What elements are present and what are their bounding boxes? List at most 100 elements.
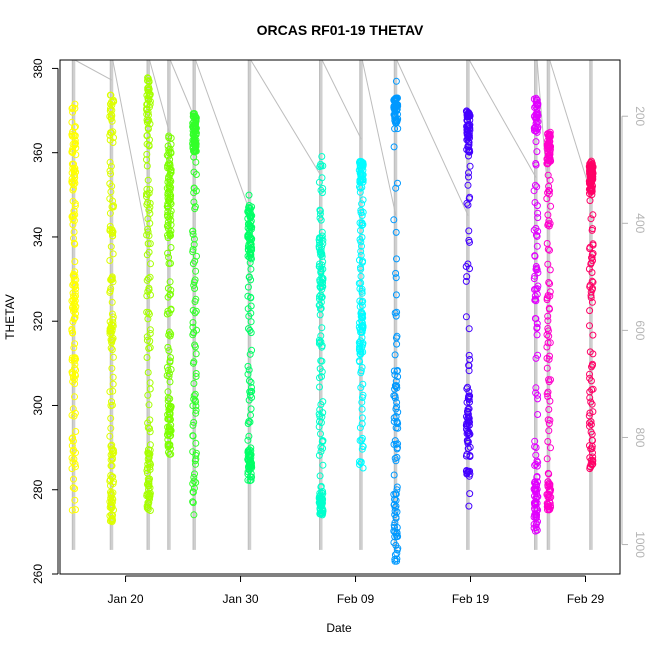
data-point — [359, 442, 367, 450]
data-point — [164, 436, 172, 444]
data-point — [68, 506, 76, 514]
data-point — [391, 351, 399, 359]
data-point — [531, 527, 539, 535]
data-point — [546, 130, 554, 138]
data-point — [586, 422, 593, 430]
data-point — [71, 289, 79, 297]
pressure-connector — [169, 59, 195, 119]
data-point — [315, 423, 323, 431]
data-point — [246, 214, 254, 222]
data-point — [166, 164, 173, 172]
data-point — [190, 123, 198, 131]
data-point — [317, 499, 325, 507]
data-point — [245, 366, 253, 374]
data-point — [107, 105, 114, 113]
data-point — [588, 461, 596, 469]
data-point — [391, 523, 398, 531]
data-point — [71, 340, 79, 348]
pressure-connector — [195, 59, 251, 212]
data-point — [586, 370, 593, 378]
data-point — [358, 398, 366, 406]
data-point — [167, 207, 175, 215]
data-point — [244, 436, 252, 444]
data-point — [465, 138, 473, 146]
data-point — [464, 143, 472, 150]
data-point — [189, 402, 197, 410]
data-point — [108, 401, 116, 409]
data-point — [144, 74, 152, 82]
data-point — [109, 380, 117, 388]
data-point — [392, 291, 400, 299]
data-point — [319, 185, 327, 192]
data-point — [145, 401, 153, 409]
data-point — [532, 263, 540, 270]
data-point — [393, 445, 401, 453]
data-point — [464, 181, 472, 189]
data-point — [544, 292, 552, 299]
data-point — [390, 216, 398, 224]
data-point — [144, 424, 152, 432]
data-point — [357, 171, 365, 179]
data-point — [533, 242, 541, 250]
data-point — [531, 295, 539, 303]
data-point — [164, 431, 172, 439]
data-point — [69, 484, 77, 492]
data-point — [246, 204, 254, 212]
data-point — [71, 314, 79, 322]
data-point — [190, 329, 198, 336]
data-point — [534, 391, 541, 399]
data-point — [71, 211, 79, 219]
data-point — [587, 421, 595, 428]
data-point — [586, 419, 593, 427]
data-point — [534, 395, 542, 403]
data-point — [465, 325, 473, 333]
y-tick-label: 280 — [31, 479, 45, 499]
data-point — [189, 499, 197, 507]
data-point — [392, 274, 400, 282]
data-point — [534, 411, 542, 418]
data-point — [72, 463, 79, 471]
data-point — [146, 507, 154, 514]
pressure-connector — [321, 59, 362, 140]
data-point — [393, 555, 401, 563]
data-point — [165, 423, 173, 431]
pressure-connector — [361, 59, 397, 216]
data-point — [147, 260, 154, 268]
data-point — [589, 331, 597, 339]
data-point — [392, 457, 400, 465]
data-point — [357, 206, 365, 214]
data-point — [466, 162, 474, 170]
data-point — [146, 466, 154, 473]
data-point — [358, 445, 366, 453]
data-point — [245, 273, 253, 281]
data-point — [190, 198, 198, 206]
data-point — [357, 272, 365, 280]
data-point — [588, 298, 596, 306]
data-point — [191, 390, 199, 398]
data-point — [247, 240, 255, 248]
data-point — [393, 308, 401, 316]
data-point — [190, 358, 198, 366]
data-point — [356, 340, 364, 348]
data-point — [544, 478, 552, 486]
data-point — [465, 112, 473, 120]
data-point — [71, 380, 79, 388]
data-point — [532, 224, 540, 232]
y-axis-label: THETAV — [3, 294, 17, 340]
data-point — [109, 387, 117, 395]
data-point — [163, 151, 171, 159]
data-point — [393, 453, 401, 461]
data-point — [144, 369, 152, 376]
data-point — [108, 106, 116, 114]
data-point — [145, 248, 153, 256]
data-point — [70, 273, 78, 280]
data-point — [356, 358, 364, 366]
data-point — [534, 209, 542, 217]
data-point — [586, 197, 594, 205]
x-tick-label: Feb 19 — [452, 592, 490, 606]
data-point — [68, 435, 76, 443]
data-point — [532, 123, 540, 131]
data-point — [317, 298, 325, 306]
data-point — [190, 114, 198, 122]
